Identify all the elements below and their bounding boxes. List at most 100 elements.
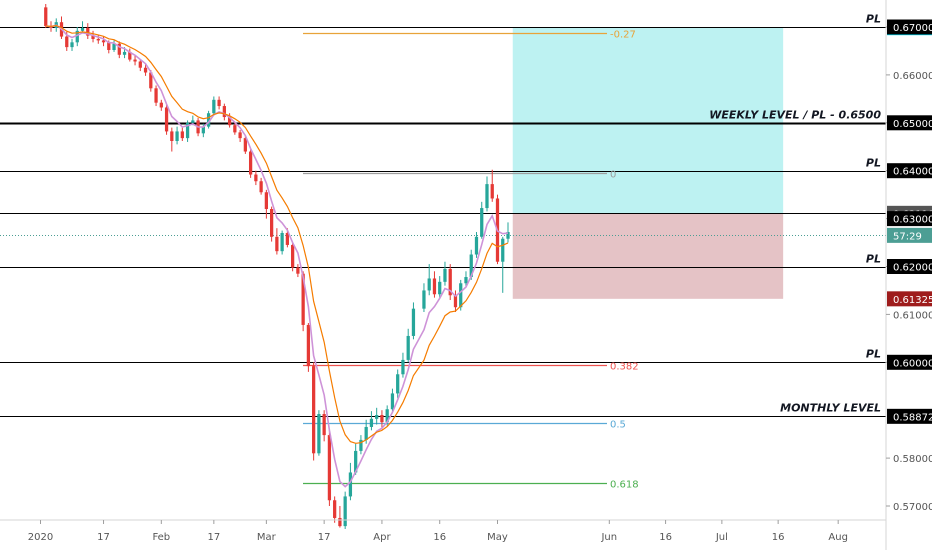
candle-body bbox=[222, 106, 226, 118]
candle-body bbox=[206, 113, 211, 127]
candle-body bbox=[238, 132, 242, 139]
candle-body bbox=[480, 208, 484, 237]
candle-body bbox=[506, 232, 510, 239]
fib-label-2: 0.382 bbox=[610, 362, 639, 373]
price-badge-10 bbox=[887, 354, 932, 370]
candle-body bbox=[380, 414, 384, 423]
candle-body bbox=[343, 496, 347, 527]
fast-moving-average bbox=[45, 24, 509, 488]
price-badge-label-8: 0.63000 bbox=[893, 215, 932, 226]
candle-body bbox=[427, 278, 431, 291]
candle-body bbox=[443, 268, 447, 282]
candle-body bbox=[212, 99, 216, 114]
candle-body bbox=[264, 192, 268, 210]
candle-body bbox=[101, 40, 106, 43]
price-badge-3 bbox=[887, 291, 932, 307]
candle-body bbox=[411, 308, 416, 336]
x-tick-label-9: Jun bbox=[600, 532, 617, 543]
fib-label-3: 0.5 bbox=[610, 420, 626, 431]
candle-body bbox=[453, 295, 458, 308]
price-badge-label-6: 0.65000 bbox=[893, 119, 932, 130]
candle-body bbox=[375, 414, 379, 419]
candle-body bbox=[217, 99, 221, 107]
price-badge-label-10: 0.60000 bbox=[893, 358, 932, 369]
candle-body bbox=[70, 42, 74, 48]
candle-body bbox=[354, 450, 358, 473]
price-badge-label-4: 0.58872 bbox=[893, 412, 932, 423]
candle-body bbox=[159, 102, 163, 108]
candle-body bbox=[348, 472, 353, 497]
candle-body bbox=[338, 517, 342, 527]
price-badge-7 bbox=[887, 163, 932, 179]
price-badges: 0.669850.6311057:290.613250.588720.67000… bbox=[887, 19, 932, 424]
candle-body bbox=[170, 131, 174, 142]
candle-body bbox=[128, 51, 132, 60]
candle-body bbox=[385, 409, 389, 423]
candle-body bbox=[112, 43, 116, 50]
candle-body bbox=[406, 335, 410, 360]
price-badge-2 bbox=[887, 227, 932, 243]
candle-body bbox=[396, 374, 400, 394]
x-tick-label-13: Aug bbox=[828, 532, 848, 543]
candle-body bbox=[285, 232, 290, 245]
candle-body bbox=[438, 281, 442, 295]
level-label-5: PL bbox=[866, 348, 881, 361]
candle-body bbox=[117, 43, 121, 55]
candle-body bbox=[432, 278, 437, 295]
x-tick-label-3: 17 bbox=[207, 532, 220, 543]
x-tick-label-10: 16 bbox=[659, 532, 672, 543]
candle-body bbox=[269, 209, 274, 237]
position-profit-zone[interactable] bbox=[512, 27, 784, 214]
price-badge-label-9: 0.62000 bbox=[893, 263, 932, 274]
price-badge-label-2: 57:29 bbox=[893, 231, 922, 242]
candle-body bbox=[154, 88, 158, 103]
time-axis[interactable]: 2020 17 Feb 17 Mar 17 Apr 16 May Jun 16 Jul 16 Aug bbox=[28, 520, 848, 543]
candle-body bbox=[175, 131, 179, 142]
candle-body bbox=[243, 138, 247, 152]
candle-body bbox=[138, 61, 142, 68]
price-badge-5 bbox=[887, 19, 932, 35]
x-tick-label-1: 17 bbox=[97, 532, 110, 543]
candle-body bbox=[422, 290, 426, 309]
candle-body bbox=[259, 181, 263, 193]
candle-body bbox=[312, 366, 316, 454]
y-tick-label-1: 0.66000 bbox=[893, 71, 932, 82]
candle-body bbox=[122, 51, 127, 55]
candle-body bbox=[96, 38, 100, 41]
candle-body bbox=[459, 283, 463, 308]
candle-body bbox=[65, 36, 69, 48]
price-badge-label-7: 0.64000 bbox=[893, 167, 932, 178]
slow-moving-average bbox=[45, 24, 509, 444]
candle-body bbox=[143, 67, 148, 73]
x-tick-label-5: 17 bbox=[318, 532, 331, 543]
y-tick-label-6: 0.61000 bbox=[893, 310, 932, 321]
candle-body bbox=[107, 42, 111, 50]
x-tick-label-6: Apr bbox=[373, 532, 391, 543]
candle-body bbox=[227, 117, 232, 126]
price-badge-4 bbox=[887, 408, 932, 424]
level-label-4: PL bbox=[866, 253, 881, 266]
candle-body bbox=[464, 277, 468, 284]
candle-body bbox=[306, 324, 311, 367]
level-label-0: PL bbox=[866, 13, 881, 26]
fibonacci-levels[interactable]: -0.27 0 0.382 0.5 0.618 bbox=[303, 30, 639, 491]
price-badge-label-3: 0.61325 bbox=[893, 295, 932, 306]
candle-body bbox=[291, 244, 295, 268]
position-box[interactable] bbox=[512, 27, 784, 299]
candle-body bbox=[164, 107, 169, 132]
fib-label-4: 0.618 bbox=[610, 480, 639, 491]
candle-body bbox=[185, 122, 190, 139]
candle-body bbox=[275, 236, 279, 252]
candle-body bbox=[296, 267, 300, 274]
x-tick-label-11: Jul bbox=[715, 532, 728, 543]
candle-body bbox=[201, 126, 205, 134]
position-loss-zone[interactable] bbox=[512, 213, 784, 299]
level-label-1: WEEKLY LEVEL / PL - 0.6500 bbox=[709, 109, 881, 122]
price-badge-label-5: 0.67000 bbox=[893, 23, 932, 34]
candle-body bbox=[248, 151, 253, 175]
candle-body bbox=[233, 125, 237, 133]
candle-body bbox=[401, 359, 405, 375]
candle-body bbox=[149, 72, 153, 89]
candle-body bbox=[501, 238, 505, 262]
